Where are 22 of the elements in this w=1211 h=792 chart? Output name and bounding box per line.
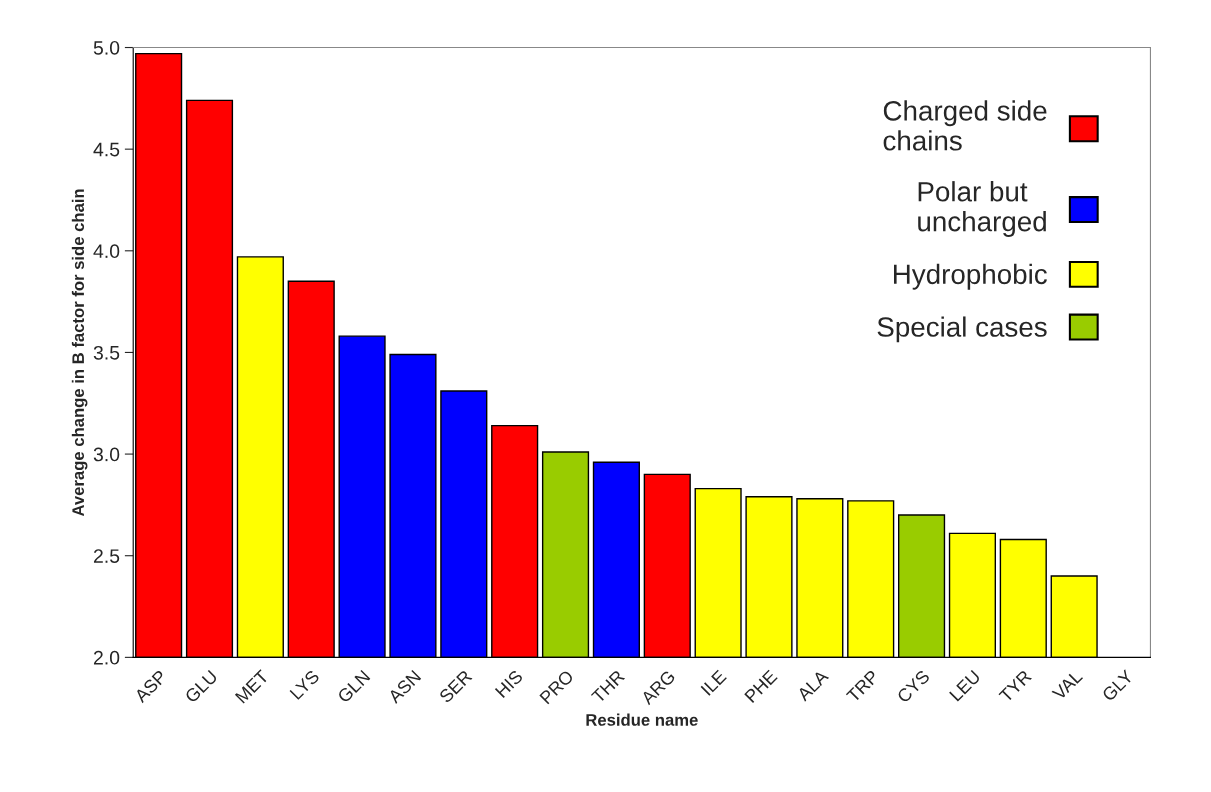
y-tick-label: 2.0 xyxy=(93,650,120,665)
x-tick-label: LYS xyxy=(289,669,321,700)
x-tick-label: THR xyxy=(590,669,626,704)
x-tick-label: TRP xyxy=(845,669,880,703)
x-tick-label: TYR xyxy=(998,669,1032,703)
x-tick-label: ILE xyxy=(700,669,727,696)
legend-label: Hydrophobic xyxy=(894,263,1047,290)
y-tick-label: 3.0 xyxy=(93,447,120,462)
x-tick-label: ALA xyxy=(796,668,830,702)
legend-label: Special cases xyxy=(877,316,1047,343)
x-axis-title: Residue name xyxy=(586,713,698,726)
x-tick-label: VAL xyxy=(1051,669,1083,701)
y-tick-label: 5.0 xyxy=(93,40,120,55)
y-axis-title: Average change in B factor for side chain xyxy=(71,189,88,517)
y-tick-label: 4.0 xyxy=(93,244,120,259)
y-tick-label: 3.5 xyxy=(93,345,120,360)
y-tick-label: 4.5 xyxy=(93,142,120,157)
x-tick-label: HIS xyxy=(494,669,524,699)
x-tick-label: CYS xyxy=(896,669,931,704)
legend-label: Polar but uncharged xyxy=(918,181,1046,237)
legend-label: Charged side chains xyxy=(883,100,1047,151)
y-tick-label: 2.5 xyxy=(93,549,120,563)
